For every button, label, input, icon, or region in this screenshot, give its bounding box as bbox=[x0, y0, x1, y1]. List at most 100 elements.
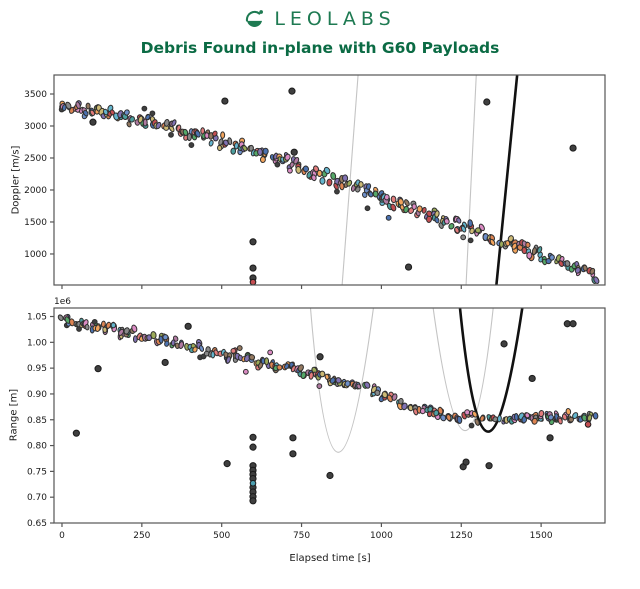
y-tick-label: 0.90 bbox=[27, 390, 47, 400]
y-tick-label: 1500 bbox=[24, 218, 47, 228]
outlier-point bbox=[569, 320, 577, 328]
debris-point bbox=[131, 324, 138, 333]
outlier-point bbox=[223, 460, 231, 468]
debris-point bbox=[284, 153, 291, 161]
debris-straggler-point bbox=[316, 383, 323, 389]
debris-point bbox=[390, 195, 397, 204]
debris-point bbox=[434, 216, 440, 224]
x-axis-label: Elapsed time [s] bbox=[289, 553, 371, 564]
debris-point bbox=[323, 166, 331, 175]
debris-point bbox=[365, 183, 372, 190]
debris-straggler-point bbox=[460, 234, 467, 241]
debris-point bbox=[390, 203, 397, 212]
debris-point bbox=[565, 407, 572, 416]
debris-point bbox=[75, 101, 81, 110]
debris-point bbox=[329, 377, 336, 384]
debris-point bbox=[262, 147, 269, 155]
debris-point bbox=[218, 138, 224, 146]
figure-header: LEOLABS Debris Found in-plane with G60 P… bbox=[0, 8, 640, 57]
debris-point bbox=[297, 364, 304, 372]
debris-point bbox=[381, 391, 388, 399]
debris-straggler-point bbox=[334, 188, 340, 195]
doppler-plot-area bbox=[58, 75, 600, 285]
debris-point bbox=[383, 194, 390, 201]
debris-point bbox=[589, 267, 596, 275]
debris-point bbox=[178, 341, 185, 349]
debris-point bbox=[516, 244, 524, 251]
debris-point bbox=[514, 413, 519, 422]
debris-point bbox=[164, 340, 170, 347]
outlier-point bbox=[72, 429, 80, 437]
y-tick-label: 0.95 bbox=[27, 364, 47, 374]
debris-point bbox=[182, 128, 189, 136]
debris-point bbox=[123, 327, 130, 335]
debris-point bbox=[326, 178, 333, 187]
debris-point bbox=[137, 115, 144, 124]
y-tick-label: 3000 bbox=[24, 122, 47, 132]
debris-point bbox=[295, 165, 302, 174]
chart-title: Debris Found in-plane with G60 Payloads bbox=[140, 38, 500, 57]
debris-point bbox=[330, 172, 337, 180]
y-axis-offset-label: 1e6 bbox=[54, 297, 71, 307]
debris-point bbox=[110, 322, 117, 329]
y-tick-label: 2500 bbox=[24, 154, 47, 164]
debris-point bbox=[511, 242, 518, 250]
outlier-point bbox=[249, 433, 257, 441]
debris-point bbox=[255, 359, 261, 366]
debris-point bbox=[582, 264, 588, 272]
outlier-point bbox=[528, 374, 536, 383]
debris-point bbox=[536, 246, 543, 254]
range-plot-area bbox=[57, 308, 599, 505]
x-tick-label: 1000 bbox=[370, 531, 393, 541]
debris-point bbox=[102, 108, 109, 116]
debris-straggler-point bbox=[385, 214, 392, 221]
debris-point bbox=[489, 238, 496, 246]
debris-point bbox=[186, 132, 192, 142]
debris-point bbox=[319, 177, 326, 185]
debris-point bbox=[225, 356, 231, 364]
debris-point bbox=[213, 349, 220, 357]
outlier-point bbox=[221, 97, 229, 105]
outlier-point-colored bbox=[249, 278, 257, 285]
y-tick-label: 1.00 bbox=[27, 338, 47, 348]
debris-point bbox=[199, 345, 205, 352]
debris-point bbox=[505, 240, 511, 247]
debris-point bbox=[356, 383, 362, 390]
doppler-axes-frame bbox=[53, 74, 606, 286]
outlier-point bbox=[89, 118, 97, 126]
debris-point bbox=[102, 326, 108, 333]
conjunction-doppler-curve bbox=[495, 75, 519, 285]
debris-point bbox=[391, 393, 398, 401]
outlier-point-colored bbox=[249, 479, 257, 487]
debris-point bbox=[230, 147, 237, 155]
debris-point bbox=[421, 206, 427, 214]
debris-point bbox=[162, 334, 169, 341]
y-tick-label: 1000 bbox=[24, 250, 47, 260]
debris-point bbox=[355, 186, 361, 193]
debris-point bbox=[264, 357, 270, 366]
debris-point bbox=[242, 145, 248, 152]
x-tick-label: 750 bbox=[293, 531, 310, 541]
conjunction-doppler-curve bbox=[465, 75, 477, 285]
y-tick-label: 0.65 bbox=[27, 519, 47, 529]
debris-point bbox=[150, 331, 157, 340]
debris-point bbox=[300, 371, 307, 380]
range-subplot: 0.65 0.70 0.75 0.80 0.85 0.90 0.95 1.00 1.05 0 250… bbox=[27, 297, 606, 541]
debris-point bbox=[479, 415, 485, 422]
debris-point bbox=[171, 119, 177, 127]
debris-straggler-point bbox=[168, 131, 174, 138]
outlier-point bbox=[326, 471, 334, 480]
debris-point bbox=[411, 203, 417, 210]
range-axis-label: Range [m] bbox=[8, 388, 20, 442]
debris-point bbox=[454, 226, 460, 234]
debris-point bbox=[592, 412, 599, 420]
debris-point bbox=[586, 414, 593, 422]
debris-point bbox=[561, 413, 568, 421]
debris-point bbox=[399, 204, 405, 211]
outlier-point bbox=[184, 322, 192, 330]
debris-point bbox=[194, 130, 201, 138]
debris-point bbox=[100, 320, 106, 328]
debris-point bbox=[471, 410, 478, 418]
debris-straggler-point bbox=[267, 349, 274, 356]
debris-point bbox=[302, 165, 310, 173]
